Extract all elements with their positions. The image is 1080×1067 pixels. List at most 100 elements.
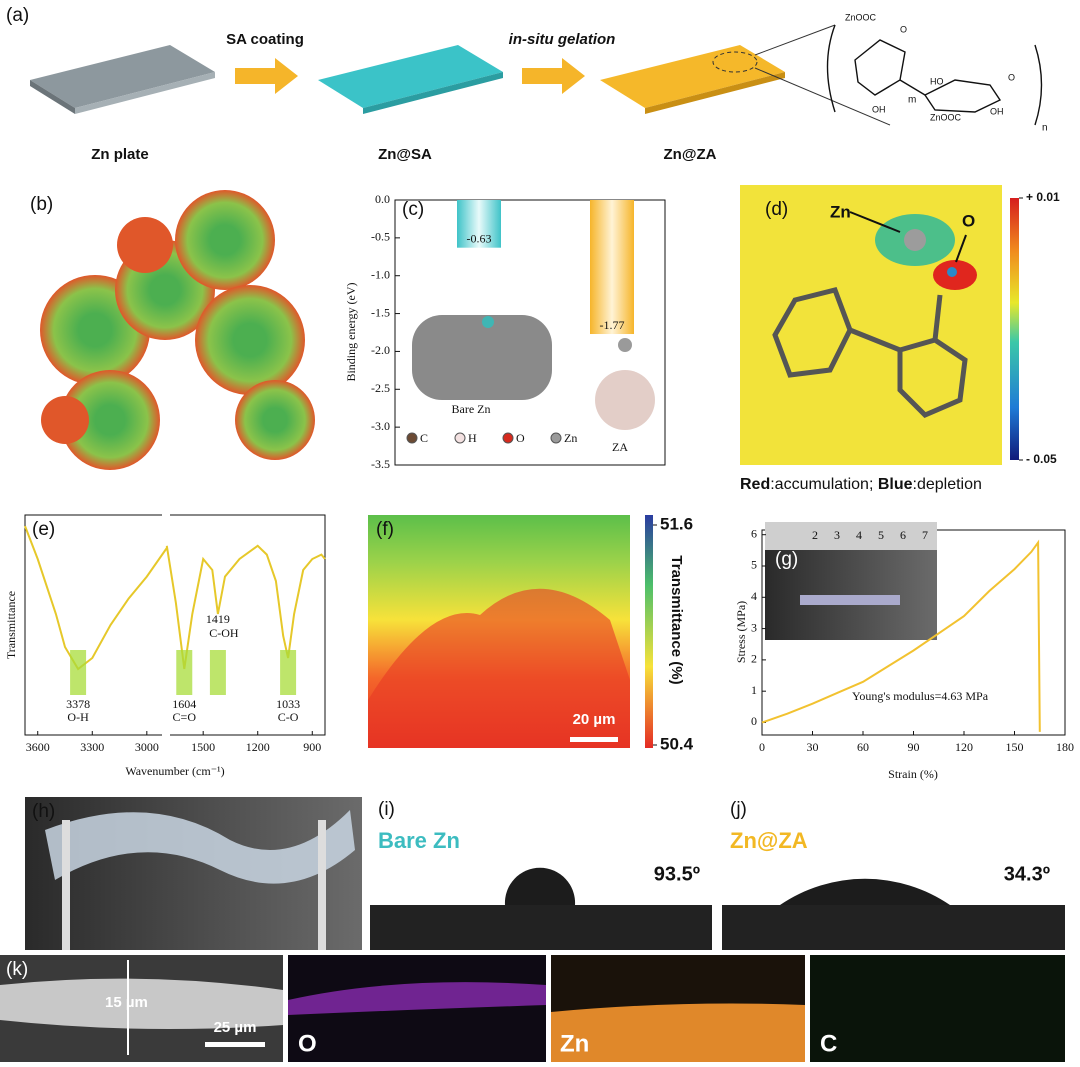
zn-atom	[904, 229, 926, 251]
struct-label: n	[1042, 123, 1048, 134]
peak-value: 3378	[66, 697, 90, 711]
x-tick-label: 150	[1006, 740, 1024, 754]
sample-title: Bare Zn	[378, 828, 460, 853]
scale-bar	[570, 737, 618, 742]
legend-swatch	[502, 432, 514, 444]
charge-map	[740, 185, 1002, 465]
panel-label: (f)	[376, 519, 394, 540]
scale-bar-label: 25 µm	[214, 1019, 257, 1036]
legend-label: C	[420, 431, 428, 445]
y-tick-label: 4	[751, 589, 757, 603]
y-tick-label: -1.0	[371, 267, 390, 281]
x-tick-label: 0	[759, 740, 765, 754]
scale-bar	[205, 1042, 265, 1047]
struct-label: OH	[872, 104, 886, 114]
sample-label: Zn@SA	[378, 146, 432, 163]
caption-part: :accumulation;	[770, 476, 878, 493]
panel-label: (a)	[6, 5, 29, 26]
y-tick-label: 0	[751, 714, 757, 728]
plate-edge	[363, 72, 503, 114]
ruler-number: 3	[834, 528, 840, 542]
plot-frame	[394, 199, 666, 466]
bar	[590, 200, 634, 335]
y-tick-label: 6	[751, 526, 757, 540]
structure-labels: ZnOOC HO OH O OH ZnOOC O m n	[845, 12, 1048, 133]
legend-label: Zn	[564, 431, 577, 445]
ruler	[765, 522, 937, 550]
y-tick-label: -3.5	[371, 457, 390, 471]
bracket	[826, 24, 836, 113]
axis-break	[162, 510, 170, 520]
legend-swatch	[454, 432, 466, 444]
bond	[899, 79, 926, 96]
peak-marker	[280, 650, 297, 695]
y-tick-label: -2.5	[371, 381, 390, 395]
x-tick-label: 900	[303, 740, 321, 754]
esp-blob	[195, 285, 305, 395]
droplet	[780, 878, 950, 905]
caption-part: Red	[740, 476, 770, 493]
category-label: ZA	[612, 440, 628, 454]
plot-frame	[24, 514, 326, 736]
substrate	[722, 905, 1065, 950]
atom	[618, 338, 632, 352]
peak-marker	[176, 650, 193, 695]
zn-za-plate	[600, 45, 785, 108]
y-tick-label: 2	[751, 652, 757, 666]
x-tick-label: 3300	[80, 740, 104, 754]
legend-label: H	[468, 431, 477, 445]
step-label: SA coating	[226, 31, 304, 48]
map-label: Zn	[560, 1030, 589, 1057]
contact-angle-label: 34.3º	[1004, 863, 1050, 885]
molecule-d	[772, 287, 968, 418]
x-tick-label: 60	[857, 740, 869, 754]
panel-label: (e)	[32, 519, 55, 540]
eds-signal	[288, 982, 546, 1015]
zoom-line	[754, 24, 836, 56]
plate-edge	[30, 80, 75, 114]
y-tick-label: -0.5	[371, 230, 390, 244]
o-atom	[947, 267, 957, 277]
panel-label: (j)	[730, 799, 747, 820]
struct-label: O	[900, 24, 907, 34]
bond	[849, 327, 901, 353]
annotation: Young's modulus=4.63 MPa	[852, 689, 989, 703]
eds-signal	[551, 1003, 805, 1062]
x-tick-label: 3000	[135, 740, 159, 754]
colorbar-tick-label: 51.6	[660, 514, 693, 533]
esp-blob	[117, 217, 173, 273]
data-line	[761, 539, 1041, 732]
caption: Red:accumulation; Blue:depletion	[740, 476, 982, 493]
ring	[923, 79, 1002, 113]
ring	[854, 39, 906, 96]
map-label: O	[298, 1030, 317, 1057]
sample-label: Zn plate	[91, 146, 149, 163]
scale-bar-label: 20 µm	[573, 711, 616, 728]
bar	[457, 200, 501, 248]
panel-label: (d)	[765, 199, 788, 220]
za-molecule	[595, 370, 655, 430]
peak-label: C-O	[278, 710, 299, 724]
ruler-number: 5	[878, 528, 884, 542]
eds-map-c	[810, 955, 1065, 1062]
esp-molecule	[40, 190, 315, 470]
x-tick-label: 1200	[246, 740, 270, 754]
peak-value: 1604	[172, 697, 196, 711]
zn-plate	[30, 45, 215, 108]
x-tick-label: 3600	[26, 740, 50, 754]
y-tick-label: -2.0	[371, 343, 390, 357]
category-label: Bare Zn	[452, 402, 491, 416]
esp-blob	[235, 380, 315, 460]
x-axis-label: Strain (%)	[888, 767, 938, 781]
sample-strip	[800, 595, 900, 605]
y-tick-label: 1	[751, 683, 757, 697]
sem-layer	[0, 978, 283, 1029]
droplet	[504, 867, 576, 905]
map-label: C	[820, 1030, 837, 1057]
sample-label: Zn@ZA	[664, 146, 717, 163]
struct-label: ZnOOC	[845, 12, 877, 22]
peak-value: 1419	[206, 612, 230, 626]
caption-part: Blue	[878, 476, 913, 493]
